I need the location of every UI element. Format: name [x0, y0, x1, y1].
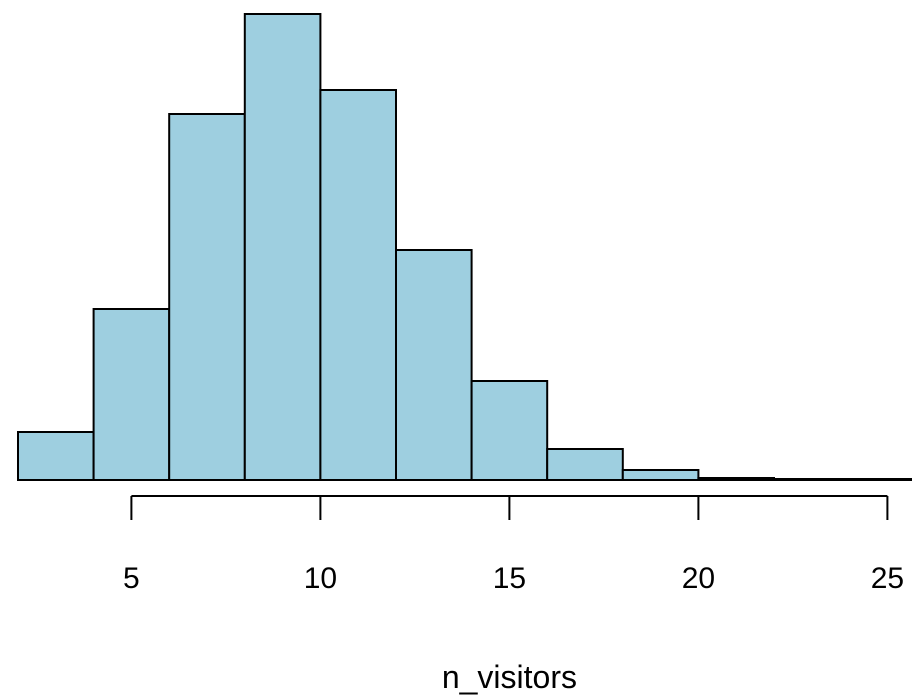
- x-axis: 5 10 15 20 25: [123, 495, 904, 595]
- x-axis-ticks: 5 10 15 20 25: [123, 496, 904, 595]
- histogram-bar-4: [243, 13, 322, 481]
- histogram-bar-2: [92, 308, 171, 481]
- histogram-bar-10: [697, 477, 776, 481]
- histogram-bar-3: [168, 113, 246, 481]
- histogram-bar-9: [621, 469, 700, 481]
- x-tick-label-25: 25: [871, 562, 904, 595]
- histogram-bar-7: [470, 380, 549, 481]
- histogram-bar-11: [773, 478, 851, 481]
- histogram-bar-6: [395, 249, 473, 481]
- x-tick-label-5: 5: [123, 562, 140, 595]
- x-tick-label-10: 10: [304, 562, 337, 595]
- x-tick-label-20: 20: [682, 562, 715, 595]
- histogram-bars: [17, 13, 912, 481]
- histogram-bar-8: [546, 448, 624, 481]
- histogram-bar-12: [848, 478, 912, 481]
- histogram-bar-5: [319, 89, 397, 481]
- histogram-bar-1: [17, 431, 95, 481]
- x-axis-title: n_visitors: [442, 659, 577, 695]
- x-tick-label-15: 15: [493, 562, 526, 595]
